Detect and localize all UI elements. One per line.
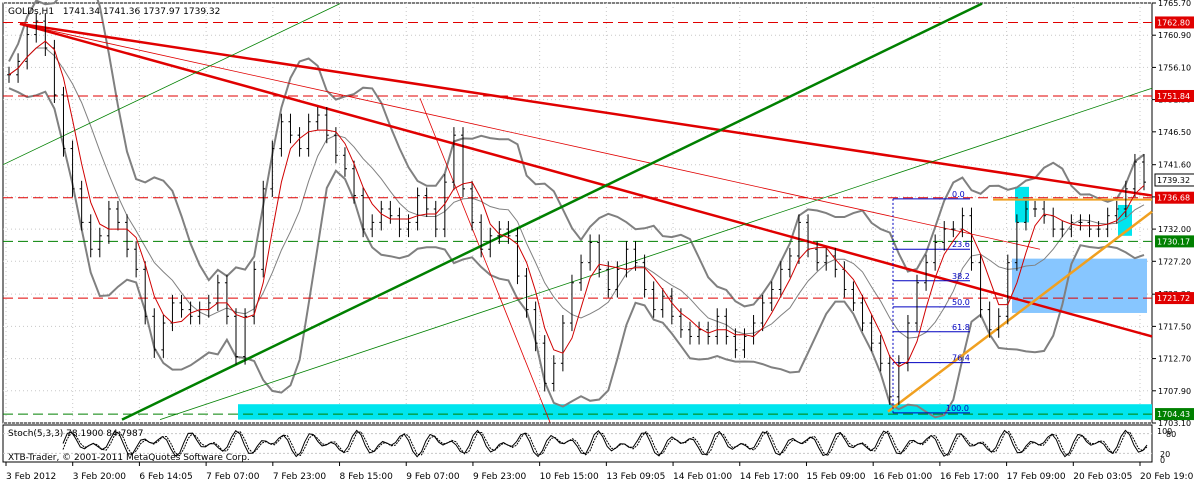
- fib-level-label: 61.8: [952, 323, 970, 332]
- price-tick-label: 1703.10: [1158, 419, 1191, 428]
- time-axis: 3 Feb 2012 3 Feb 20:00 6 Feb 14:05 7 Feb 07…: [5, 462, 1194, 482]
- price-level-badge: [1155, 235, 1194, 248]
- time-tick-label: 9 Feb 23:00: [473, 472, 527, 482]
- stochastic-panel-frame: [2, 424, 1153, 463]
- stoch-scale-mid: 20: [1160, 450, 1170, 459]
- price-tick-label: 1756.10: [1158, 63, 1191, 72]
- price-tick-label: 1727.20: [1158, 257, 1191, 266]
- fib-level-label: 100.0: [946, 404, 969, 413]
- trendline-red: [419, 98, 551, 423]
- stoch-scale-bottom: 0: [1160, 456, 1165, 465]
- time-tick-label: 9 Feb 07:00: [406, 472, 460, 482]
- price-level-value: 1736.68: [1157, 194, 1190, 203]
- price-level-value: 1730.17: [1157, 237, 1190, 246]
- bollinger-lower: [8, 87, 1145, 419]
- time-tick-label: 7 Feb 23:00: [273, 472, 327, 482]
- trendline-orange: [887, 210, 1153, 413]
- level-labels: 1762.80 1751.84 1739.32 1736.68 1730.17 1721.…: [1154, 16, 1194, 421]
- time-tick-label: 10 Feb 15:00: [540, 472, 599, 482]
- trendline-red: [19, 22, 1153, 338]
- symbol-name: GOLDs,H1: [8, 7, 54, 17]
- fib-level-label: 38.2: [952, 272, 970, 281]
- bollinger-bands: [8, 0, 1145, 419]
- trendline-green: [2, 3, 341, 166]
- price-level-value: 1739.32: [1157, 176, 1190, 185]
- price-tick-label: 1712.70: [1158, 355, 1191, 364]
- time-tick-label: 6 Feb 14:05: [139, 472, 192, 482]
- price-level-value: 1721.72: [1157, 294, 1190, 303]
- time-tick-label: 14 Feb 17:00: [740, 472, 799, 482]
- time-tick-label: 8 Feb 15:00: [340, 472, 394, 482]
- moving-average-line: [8, 40, 1145, 368]
- trend-lines: [2, 2, 1153, 423]
- time-tick-label: 14 Feb 01:00: [673, 472, 732, 482]
- support-zone: [238, 404, 1152, 420]
- symbol-header: GOLDs,H1 1741.34 1741.36 1737.97 1739.32: [8, 7, 220, 17]
- stoch-scale-top: 100: [1157, 427, 1172, 436]
- bollinger-upper: [8, 0, 1145, 308]
- fib-level-label: 0.0: [952, 190, 965, 199]
- price-tick-label: 1707.90: [1158, 387, 1191, 396]
- fib-level-label: 76.4: [952, 354, 970, 363]
- time-tick-label: 3 Feb 20:00: [73, 472, 127, 482]
- price-level-badge: [1155, 408, 1194, 421]
- fibonacci-retracement: 0.0 23.6 38.2 50.0 61.8 76.4 100.0: [892, 190, 970, 414]
- price-level-badge: [1155, 191, 1194, 204]
- stoch-main-line: [62, 429, 1148, 458]
- price-tick-label: 1741.60: [1158, 161, 1191, 170]
- stochastic-oscillator: [3, 429, 1152, 458]
- stochastic-label: Stoch(5,3,3) 78.1900 84.7987: [8, 429, 143, 439]
- branding-text: XTB-Trader, © 2001-2011 MetaQuotes Softw…: [8, 453, 250, 463]
- price-tick-label: 1732.00: [1158, 225, 1191, 234]
- price-level-badge: [1154, 173, 1194, 187]
- fib-level-label: 50.0: [952, 298, 970, 307]
- price-level-badge: [1155, 89, 1194, 102]
- price-tick-label: 1760.90: [1158, 31, 1191, 40]
- time-tick-label: 15 Feb 09:00: [806, 472, 865, 482]
- price-tick-label: 1717.50: [1158, 322, 1191, 331]
- stoch-scale-level: 80: [1166, 430, 1176, 439]
- price-level-value: 1704.43: [1157, 410, 1190, 419]
- trendline-red: [19, 23, 1041, 250]
- time-tick-label: 3 Feb 2012: [6, 472, 56, 482]
- price-level-badge: [1155, 16, 1194, 29]
- time-tick-label: 17 Feb 09:00: [1007, 472, 1066, 482]
- price-level-value: 1751.84: [1157, 92, 1190, 101]
- time-tick-label: 20 Feb 19:05: [1140, 472, 1194, 482]
- moving-average: [8, 40, 1145, 368]
- trendline-red: [19, 22, 1153, 197]
- time-tick-label: 16 Feb 01:00: [873, 472, 932, 482]
- price-bars: [7, 13, 1146, 405]
- horizontal-levels: [3, 21, 1152, 415]
- price-level-value: 1762.80: [1157, 18, 1190, 27]
- bollinger-middle: [8, 47, 1145, 339]
- time-tick-label: 16 Feb 17:00: [940, 472, 999, 482]
- trendline-green: [121, 2, 983, 421]
- price-level-badge: [1155, 292, 1194, 305]
- time-tick-label: 20 Feb 03:05: [1073, 472, 1132, 482]
- fib-level-label: 23.6: [952, 240, 970, 249]
- ohlc-values: 1741.34 1741.36 1737.97 1739.32: [63, 7, 220, 17]
- time-tick-label: 7 Feb 07:00: [206, 472, 260, 482]
- stoch-signal-line: [62, 430, 1148, 457]
- time-tick-label: 13 Feb 09:05: [606, 472, 665, 482]
- trendline-green: [159, 87, 1153, 421]
- price-tick-label: 1746.50: [1158, 128, 1191, 137]
- price-tick-label: 1765.70: [1158, 0, 1191, 8]
